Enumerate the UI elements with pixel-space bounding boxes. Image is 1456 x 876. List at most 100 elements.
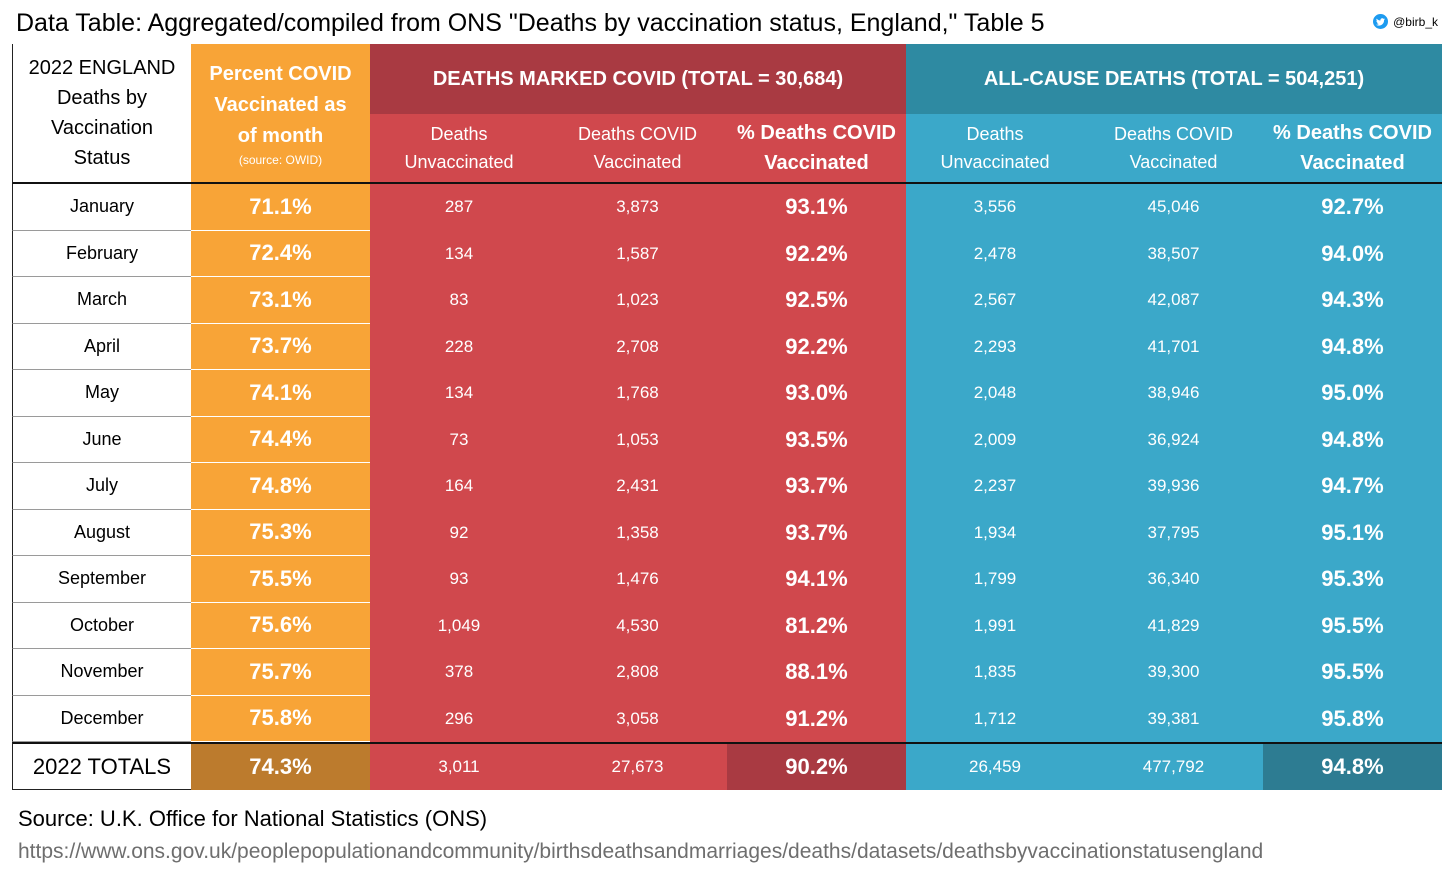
all-vaccinated-cell: 45,046 [1084, 184, 1263, 231]
covid-pct-vaccinated-cell: 93.1% [727, 184, 906, 231]
month-cell: July [12, 463, 191, 510]
covid-pct-vaccinated-cell: 88.1% [727, 649, 906, 696]
covid-unvaccinated-cell: 92 [370, 509, 548, 556]
pct-vaccinated-cell: 73.1% [191, 277, 370, 324]
header-text: Deaths COVID Vaccinated [577, 124, 698, 172]
pct-vaccinated-cell: 75.7% [191, 649, 370, 696]
twitter-bird-icon [1373, 14, 1389, 29]
month-cell: November [12, 649, 191, 696]
data-table: 2022 ENGLAND Deaths by Vaccination Statu… [12, 44, 1442, 790]
all-unvaccinated-cell: 1,799 [906, 556, 1084, 603]
all-pct-vaccinated-cell: 95.3% [1263, 556, 1442, 603]
covid-unvaccinated-header: Deaths Unvaccinated [370, 114, 548, 184]
all-vaccinated-cell: 39,300 [1084, 649, 1263, 696]
covid-unvaccinated-cell: 83 [370, 277, 548, 324]
all-pct-vaccinated-cell: 94.0% [1263, 230, 1442, 277]
all-vaccinated-cell: 42,087 [1084, 277, 1263, 324]
all-unvaccinated-cell: 1,835 [906, 649, 1084, 696]
totals-all-unvaccinated-cell: 26,459 [906, 742, 1084, 790]
covid-vaccinated-cell: 1,023 [548, 277, 727, 324]
header-text: Deaths Unvaccinated [940, 124, 1050, 172]
covid-vaccinated-cell: 1,358 [548, 509, 727, 556]
covid-vaccinated-cell: 3,058 [548, 695, 727, 742]
totals-covid-pct-vaccinated-cell: 90.2% [727, 742, 906, 790]
all-pct-vaccinated-cell: 94.7% [1263, 463, 1442, 510]
all-vaccinated-cell: 41,701 [1084, 323, 1263, 370]
covid-deaths-group-header: DEATHS MARKED COVID (TOTAL = 30,684) [370, 44, 906, 114]
header-text: % Deaths COVID Vaccinated [737, 122, 896, 174]
source-url[interactable]: https://www.ons.gov.uk/peoplepopulationa… [18, 840, 1264, 863]
pct-vaccinated-cell: 74.8% [191, 463, 370, 510]
covid-pct-vaccinated-cell: 92.5% [727, 277, 906, 324]
all-pct-vaccinated-cell: 94.8% [1263, 323, 1442, 370]
covid-unvaccinated-cell: 93 [370, 556, 548, 603]
covid-pct-vaccinated-cell: 91.2% [727, 695, 906, 742]
month-cell: January [12, 184, 191, 231]
covid-pct-vaccinated-cell: 92.2% [727, 230, 906, 277]
totals-pct-vaccinated-cell: 74.3% [191, 742, 370, 790]
covid-pct-vaccinated-cell: 81.2% [727, 602, 906, 649]
covid-pct-vaccinated-cell: 93.5% [727, 416, 906, 463]
source-note: Source: U.K. Office for National Statist… [18, 806, 488, 831]
month-cell: August [12, 509, 191, 556]
month-cell: March [12, 277, 191, 324]
covid-vaccinated-cell: 4,530 [548, 602, 727, 649]
all-pct-vaccinated-cell: 95.5% [1263, 649, 1442, 696]
covid-unvaccinated-cell: 1,049 [370, 602, 548, 649]
covid-unvaccinated-cell: 287 [370, 184, 548, 231]
covid-vaccinated-cell: 2,708 [548, 323, 727, 370]
row-header-title-text: 2022 ENGLAND Deaths by Vaccination Statu… [28, 57, 176, 169]
covid-pct-vaccinated-cell: 94.1% [727, 556, 906, 603]
all-cause-deaths-group-header: ALL-CAUSE DEATHS (TOTAL = 504,251) [906, 44, 1442, 114]
all-unvaccinated-cell: 2,009 [906, 416, 1084, 463]
all-vaccinated-cell: 36,340 [1084, 556, 1263, 603]
month-cell: June [12, 416, 191, 463]
pct-vaccinated-cell: 75.5% [191, 556, 370, 603]
covid-pct-vaccinated-cell: 93.7% [727, 509, 906, 556]
covid-unvaccinated-cell: 73 [370, 416, 548, 463]
covid-unvaccinated-cell: 296 [370, 695, 548, 742]
all-vaccinated-cell: 41,829 [1084, 602, 1263, 649]
pct-vaccinated-cell: 72.4% [191, 230, 370, 277]
covid-pct-vaccinated-cell: 93.0% [727, 370, 906, 417]
covid-unvaccinated-cell: 164 [370, 463, 548, 510]
row-header-title: 2022 ENGLAND Deaths by Vaccination Statu… [12, 44, 191, 184]
pct-vaccinated-cell: 74.1% [191, 370, 370, 417]
percent-vaccinated-source: (source: OWID) [238, 152, 323, 167]
covid-vaccinated-cell: 1,476 [548, 556, 727, 603]
covid-vaccinated-cell: 2,808 [548, 649, 727, 696]
all-unvaccinated-header: Deaths Unvaccinated [906, 114, 1084, 184]
header-text: % Deaths COVID Vaccinated [1273, 122, 1432, 174]
all-vaccinated-cell: 39,936 [1084, 463, 1263, 510]
header-text: Deaths Unvaccinated [404, 124, 514, 172]
covid-vaccinated-header: Deaths COVID Vaccinated [548, 114, 727, 184]
covid-vaccinated-cell: 1,587 [548, 230, 727, 277]
covid-vaccinated-cell: 3,873 [548, 184, 727, 231]
all-vaccinated-cell: 39,381 [1084, 695, 1263, 742]
all-pct-vaccinated-cell: 95.1% [1263, 509, 1442, 556]
all-unvaccinated-cell: 1,712 [906, 695, 1084, 742]
percent-vaccinated-title: Percent COVID Vaccinated as of month [209, 62, 352, 147]
all-pct-vaccinated-cell: 95.5% [1263, 602, 1442, 649]
all-pct-vaccinated-cell: 94.3% [1263, 277, 1442, 324]
totals-all-pct-vaccinated-cell: 94.8% [1263, 742, 1442, 790]
all-pct-vaccinated-cell: 94.8% [1263, 416, 1442, 463]
totals-covid-unvaccinated-cell: 3,011 [370, 742, 548, 790]
pct-vaccinated-cell: 75.6% [191, 602, 370, 649]
month-cell: February [12, 230, 191, 277]
covid-pct-vaccinated-cell: 92.2% [727, 323, 906, 370]
all-pct-vaccinated-cell: 95.8% [1263, 695, 1442, 742]
covid-unvaccinated-cell: 134 [370, 230, 548, 277]
month-cell: September [12, 556, 191, 603]
handle-text: @birb_k [1393, 14, 1438, 29]
covid-pct-vaccinated-cell: 93.7% [727, 463, 906, 510]
month-cell: April [12, 323, 191, 370]
author-handle[interactable]: @birb_k [1373, 14, 1438, 29]
pct-vaccinated-cell: 73.7% [191, 323, 370, 370]
month-cell: October [12, 602, 191, 649]
covid-pct-vaccinated-header: % Deaths COVID Vaccinated [727, 114, 906, 184]
all-pct-vaccinated-cell: 95.0% [1263, 370, 1442, 417]
covid-vaccinated-cell: 2,431 [548, 463, 727, 510]
all-vaccinated-cell: 38,507 [1084, 230, 1263, 277]
covid-unvaccinated-cell: 228 [370, 323, 548, 370]
